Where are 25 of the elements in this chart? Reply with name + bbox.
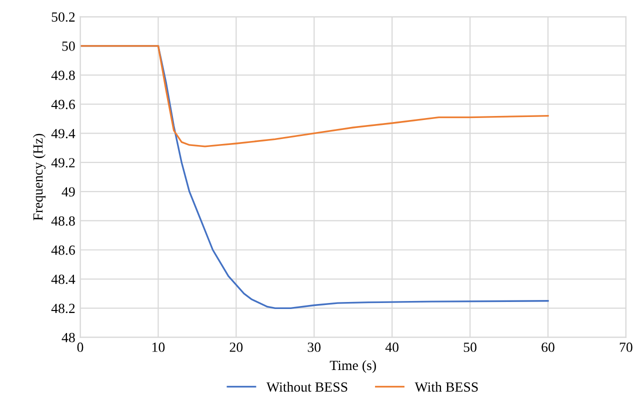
y-tick-label: 48.6 [51,245,75,255]
y-axis-title: Frequency (Hz) [32,134,46,220]
x-tick-label: 20 [230,342,243,352]
y-tick-label: 49.8 [51,70,75,80]
y-tick-label: 49.4 [51,128,76,138]
x-tick-label: 10 [152,342,165,352]
y-tick-label: 49 [62,187,75,197]
x-tick-label: 70 [620,342,632,352]
y-tick-label: 48.4 [51,274,76,284]
x-tick-label: 40 [385,342,398,352]
x-axis-title: Time (s) [330,360,376,373]
y-tick-label: 48.2 [51,304,75,314]
y-tick-label: 48 [62,332,75,342]
y-tick-label: 49.6 [51,100,75,110]
x-tick-label: 0 [77,342,84,352]
legend-label: Without BESS [266,382,348,392]
y-tick-label: 50 [62,41,75,51]
y-tick-label: 48.8 [51,216,75,226]
line-series [80,45,549,148]
y-tick-label: 49.2 [51,158,75,168]
x-tick-label: 60 [542,342,554,352]
y-tick-label: 50.2 [52,12,75,22]
x-tick-label: 50 [464,342,476,352]
legend-label: With BESS [414,382,478,392]
x-tick-label: 30 [308,342,321,352]
